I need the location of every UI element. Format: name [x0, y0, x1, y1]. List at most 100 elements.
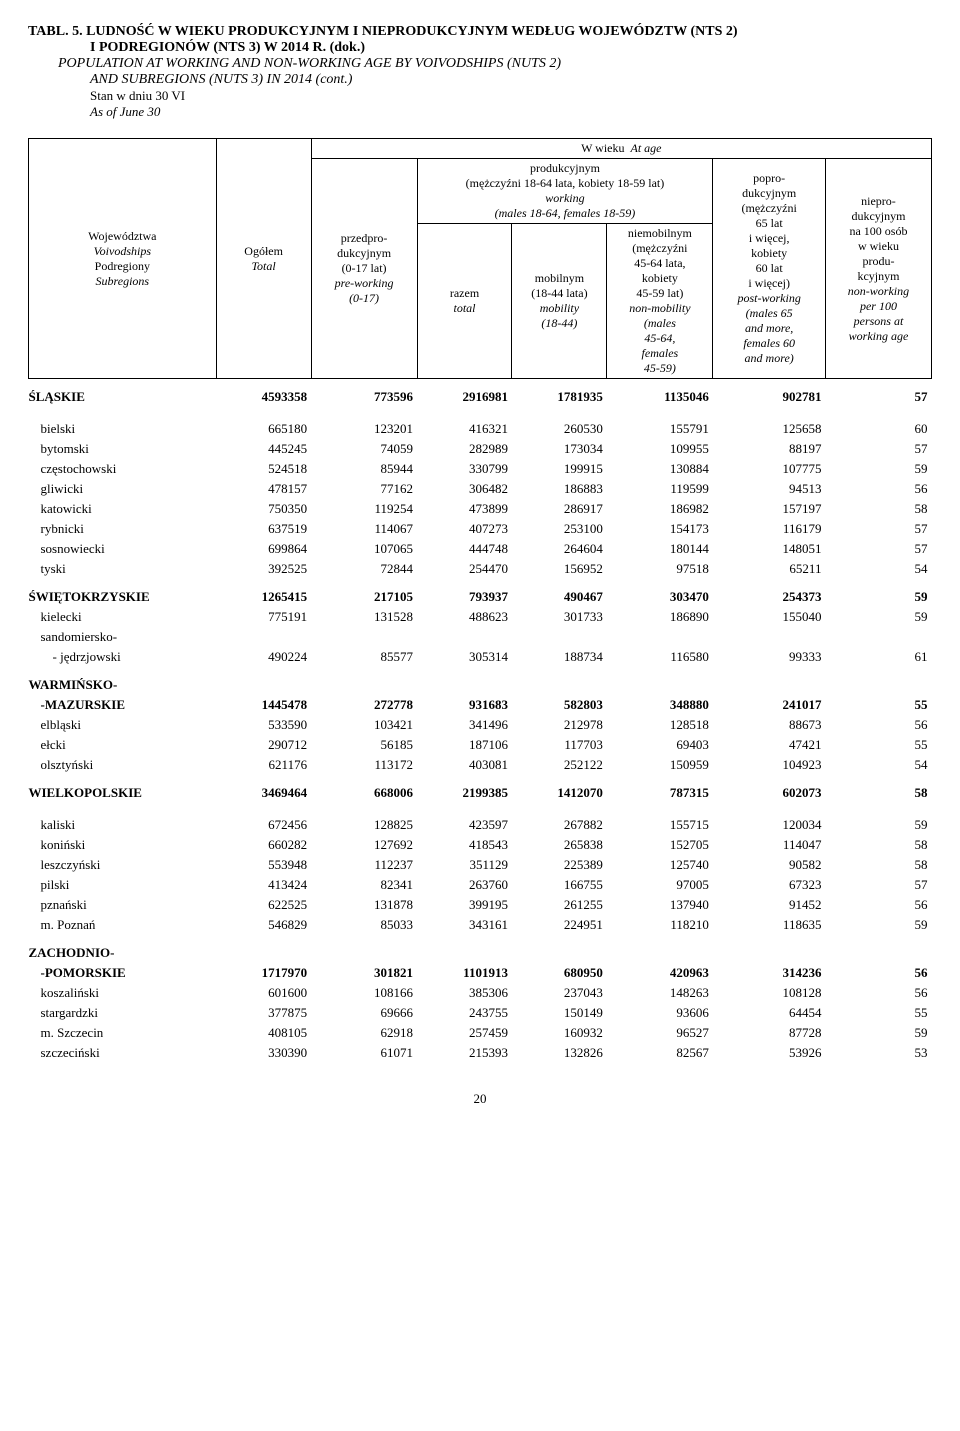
row-label: bielski	[29, 419, 217, 439]
row-value: 69403	[607, 735, 713, 755]
row-value: 118635	[713, 915, 826, 935]
title-note-pl: Stan w dniu 30 VI	[28, 88, 932, 104]
row-label: - jędrzjowski	[29, 647, 217, 667]
table-title: TABL. 5. LUDNOŚĆ W WIEKU PRODUKCYJNYM I …	[28, 24, 932, 120]
table-row: -POMORSKIE171797030182111019136809504209…	[29, 963, 932, 983]
row-value: 155040	[713, 607, 826, 627]
row-value: 85577	[311, 647, 417, 667]
row-label: katowicki	[29, 499, 217, 519]
row-value: 215393	[417, 1043, 512, 1063]
row-value: 420963	[607, 963, 713, 983]
row-value	[311, 935, 417, 963]
row-value: 54	[825, 755, 931, 775]
row-value: 104923	[713, 755, 826, 775]
row-value	[512, 935, 607, 963]
row-value: 173034	[512, 439, 607, 459]
row-label: -MAZURSKIE	[29, 695, 217, 715]
row-value	[825, 935, 931, 963]
row-value: 150959	[607, 755, 713, 775]
table-row: m. Poznań5468298503334316122495111821011…	[29, 915, 932, 935]
table-row: ełcki29071256185187106117703694034742155	[29, 735, 932, 755]
row-value: 413424	[216, 875, 311, 895]
row-value: 107775	[713, 459, 826, 479]
row-value: 58	[825, 775, 931, 803]
row-label: ZACHODNIO-	[29, 935, 217, 963]
row-value: 67323	[713, 875, 826, 895]
row-value	[417, 627, 512, 647]
row-value: 128518	[607, 715, 713, 735]
hdr-region: Województwa Voivodships Podregiony Subre…	[29, 139, 217, 379]
row-value: 91452	[713, 895, 826, 915]
row-value: 59	[825, 459, 931, 479]
data-table: Województwa Voivodships Podregiony Subre…	[28, 138, 932, 1063]
row-value: 546829	[216, 915, 311, 935]
row-value: 637519	[216, 519, 311, 539]
row-value: 166755	[512, 875, 607, 895]
row-value: 58	[825, 835, 931, 855]
row-label: leszczyński	[29, 855, 217, 875]
row-value: 385306	[417, 983, 512, 1003]
row-value: 330799	[417, 459, 512, 479]
row-label: pznański	[29, 895, 217, 915]
row-value: 103421	[311, 715, 417, 735]
row-value: 57	[825, 519, 931, 539]
row-value: 77162	[311, 479, 417, 499]
row-value: 621176	[216, 755, 311, 775]
row-value: 444748	[417, 539, 512, 559]
row-value: 97518	[607, 559, 713, 579]
row-value: 119599	[607, 479, 713, 499]
row-value: 186890	[607, 607, 713, 627]
row-value: 490467	[512, 579, 607, 607]
row-value: 180144	[607, 539, 713, 559]
row-value: 150149	[512, 1003, 607, 1023]
row-value: 348880	[607, 695, 713, 715]
row-value	[216, 935, 311, 963]
row-value: 118210	[607, 915, 713, 935]
table-row: koszaliński60160010816638530623704314826…	[29, 983, 932, 1003]
row-value: 61	[825, 647, 931, 667]
row-value: 59	[825, 815, 931, 835]
title-note-en: As of June 30	[28, 104, 932, 120]
title-en-1: POPULATION AT WORKING AND NON-WORKING AG…	[28, 56, 932, 72]
title-en-2: AND SUBREGIONS (NUTS 3) IN 2014 (cont.)	[28, 72, 932, 88]
row-value	[607, 627, 713, 647]
row-value: 154173	[607, 519, 713, 539]
row-value: 160932	[512, 1023, 607, 1043]
table-row: - jędrzjowski490224855773053141887341165…	[29, 647, 932, 667]
row-label: m. Poznań	[29, 915, 217, 935]
table-row: sandomiersko-	[29, 627, 932, 647]
table-row: olsztyński621176113172403081252122150959…	[29, 755, 932, 775]
row-label: koszaliński	[29, 983, 217, 1003]
row-value: 131878	[311, 895, 417, 915]
row-value: 416321	[417, 419, 512, 439]
row-value: 237043	[512, 983, 607, 1003]
row-value: 524518	[216, 459, 311, 479]
row-value: 1717970	[216, 963, 311, 983]
row-value: 53	[825, 1043, 931, 1063]
row-value: 931683	[417, 695, 512, 715]
row-value: 90582	[713, 855, 826, 875]
row-label: gliwicki	[29, 479, 217, 499]
hdr-total: Ogółem Total	[216, 139, 311, 379]
row-value: 787315	[607, 775, 713, 803]
row-value: 257459	[417, 1023, 512, 1043]
table-row: ŚWIĘTOKRZYSKIE12654152171057939374904673…	[29, 579, 932, 607]
row-label: WARMIŃSKO-	[29, 667, 217, 695]
row-value: 47421	[713, 735, 826, 755]
row-value: 272778	[311, 695, 417, 715]
row-value: 99333	[713, 647, 826, 667]
row-value: 665180	[216, 419, 311, 439]
row-value	[311, 667, 417, 695]
row-value: 267882	[512, 815, 607, 835]
row-value: 117703	[512, 735, 607, 755]
row-value: 74059	[311, 439, 417, 459]
table-row: ZACHODNIO-	[29, 935, 932, 963]
table-row: katowicki7503501192544738992869171869821…	[29, 499, 932, 519]
table-row: szczeciński33039061071215393132826825675…	[29, 1043, 932, 1063]
row-value: 199915	[512, 459, 607, 479]
row-value: 286917	[512, 499, 607, 519]
row-value: 473899	[417, 499, 512, 519]
row-value: 130884	[607, 459, 713, 479]
title-pl-1: TABL. 5. LUDNOŚĆ W WIEKU PRODUKCYJNYM I …	[28, 24, 932, 40]
table-row: gliwicki47815777162306482186883119599945…	[29, 479, 932, 499]
